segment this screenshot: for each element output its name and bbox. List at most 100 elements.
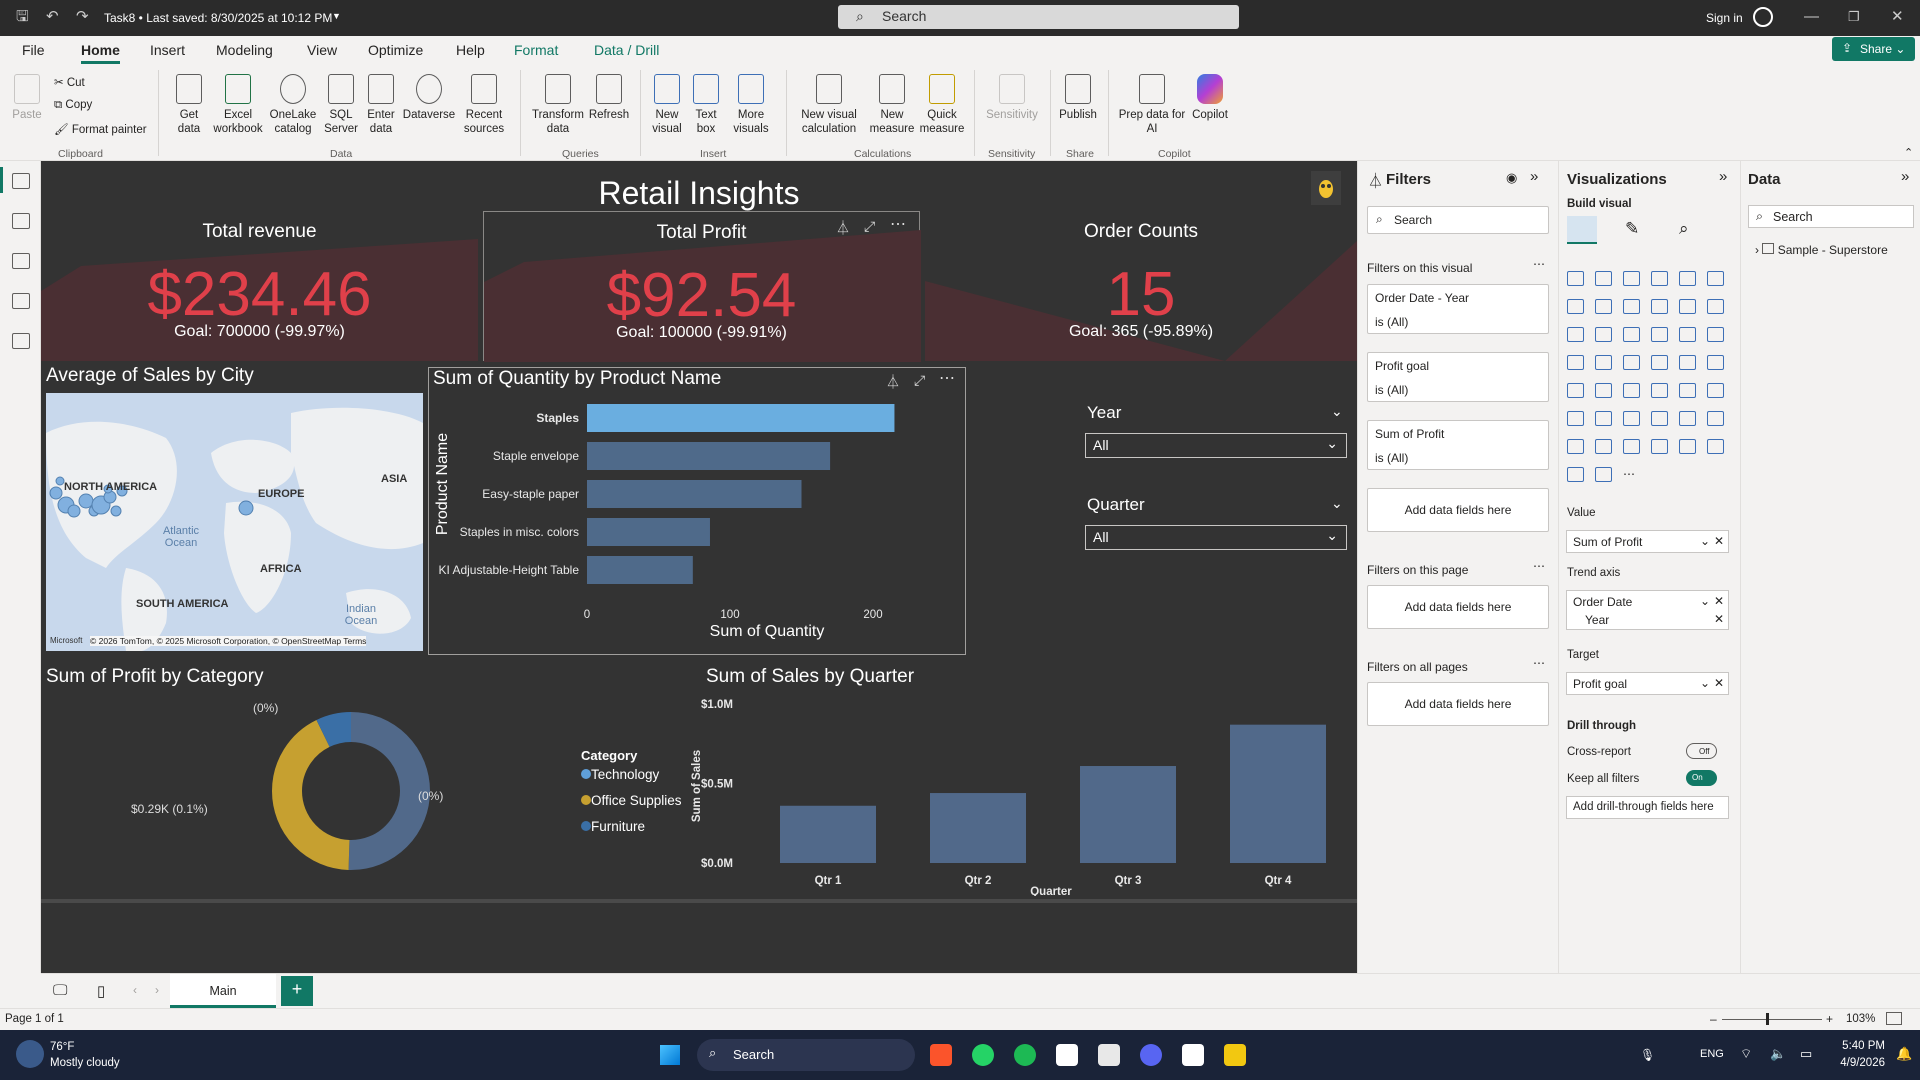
column-chart-svg[interactable]: $1.0M $0.5M $0.0M Qtr 1 Qtr 2 Qtr 3 Qtr 4 Quart… <box>691 696 1351 896</box>
visual-type-icon[interactable] <box>1679 299 1696 314</box>
visual-type-icon[interactable] <box>1679 383 1696 398</box>
chevron-down-icon[interactable]: ⌄ <box>1331 403 1343 419</box>
add-drill-through-fields[interactable]: Add drill-through fields here <box>1566 796 1729 819</box>
add-page-button[interactable]: + <box>281 976 313 1006</box>
discord-icon[interactable] <box>1140 1044 1162 1066</box>
format-painter-button[interactable]: 🖌 Format painter <box>54 122 147 136</box>
visual-type-icon[interactable] <box>1595 299 1612 314</box>
recent-sources-button[interactable]: Recent sources <box>458 74 510 136</box>
data-search-input[interactable]: ⌕ Search <box>1748 205 1914 228</box>
legend-item-furniture[interactable]: Furniture <box>581 819 645 834</box>
add-all-pages-filter-fields[interactable]: Add data fields here <box>1367 682 1549 726</box>
map-visual[interactable]: NORTH AMERICA EUROPE ASIA Atlantic Ocean… <box>46 393 423 651</box>
remove-field-icon[interactable]: ✕ <box>1713 594 1724 608</box>
donut-chart[interactable] <box>261 701 441 881</box>
windows-start-icon[interactable] <box>660 1045 680 1065</box>
table-sample-superstore[interactable]: › Sample - Superstore <box>1755 243 1888 257</box>
more-visuals-icon[interactable]: ⋯ <box>1623 467 1635 481</box>
spotify-icon[interactable] <box>1014 1044 1036 1066</box>
refresh-button[interactable]: Refresh <box>588 74 630 122</box>
chevron-down-icon[interactable]: ⌄ <box>1331 495 1343 511</box>
desktop-layout-icon[interactable]: 🖵 <box>53 982 68 999</box>
more-visuals-button[interactable]: More visuals <box>726 74 776 136</box>
menu-file[interactable]: File <box>22 42 45 58</box>
visual-type-icon[interactable] <box>1623 299 1640 314</box>
visual-type-icon[interactable] <box>1567 355 1584 370</box>
bar[interactable] <box>587 404 895 432</box>
publish-button[interactable]: Publish <box>1056 74 1100 122</box>
visual-type-icon[interactable] <box>1651 299 1668 314</box>
quantity-bar-visual[interactable]: Sum of Quantity by Product Name ⏃ ⤢ ⋯ St… <box>428 367 966 655</box>
close-icon[interactable]: ✕ <box>1891 8 1904 25</box>
save-icon[interactable]: 🖫 <box>16 8 29 25</box>
visual-type-icon[interactable] <box>1623 327 1640 342</box>
enter-data-button[interactable]: Enter data <box>362 74 400 136</box>
visual-type-icon[interactable] <box>1651 411 1668 426</box>
more-options-icon[interactable]: ⋯ <box>1533 656 1545 670</box>
tmdl-view-icon[interactable] <box>12 333 30 349</box>
visual-type-icon[interactable] <box>1651 271 1668 286</box>
global-search-input[interactable]: ⌕ Search <box>838 5 1239 29</box>
visual-type-icon[interactable] <box>1567 467 1584 482</box>
cut-button[interactable]: ✂ Cut <box>54 75 85 89</box>
visual-type-icon[interactable] <box>1707 355 1724 370</box>
map-attribution[interactable]: © 2026 TomTom, © 2025 Microsoft Corporat… <box>90 636 367 646</box>
filter-card-profit-goal[interactable]: Profit goal is (All) <box>1367 352 1549 402</box>
visual-type-icon[interactable] <box>1651 327 1668 342</box>
battery-icon[interactable]: ▭ <box>1800 1046 1813 1061</box>
app-icon[interactable] <box>1098 1044 1120 1066</box>
bar[interactable] <box>587 518 710 546</box>
more-options-icon[interactable]: ⋯ <box>890 216 906 233</box>
filter-icon[interactable]: ⏃ <box>886 374 900 390</box>
visual-type-icon[interactable] <box>1567 383 1584 398</box>
bar[interactable] <box>587 480 802 508</box>
focus-mode-icon[interactable]: ⤢ <box>914 372 926 388</box>
new-visual-calculation-button[interactable]: New visual calculation <box>794 74 864 136</box>
remove-field-icon[interactable]: ✕ <box>1713 534 1724 548</box>
minimize-icon[interactable]: — <box>1804 8 1819 25</box>
paste-button[interactable]: Paste <box>10 74 44 122</box>
filter-icon[interactable]: ⏃ <box>836 220 850 236</box>
collapse-pane-icon[interactable]: » <box>1530 168 1539 185</box>
legend-item-technology[interactable]: Technology <box>581 767 659 782</box>
zoom-in-icon[interactable]: + <box>1826 1012 1834 1026</box>
prep-data-ai-button[interactable]: Prep data for AI <box>1114 74 1190 136</box>
sign-in-link[interactable]: Sign in <box>1706 11 1743 25</box>
column[interactable] <box>1080 766 1176 863</box>
chevron-down-icon[interactable]: ⌄ <box>1699 594 1710 608</box>
visual-type-icon[interactable] <box>1595 467 1612 482</box>
analytics-tab-icon[interactable]: ⌕ <box>1679 219 1689 238</box>
notion-icon[interactable] <box>1182 1044 1204 1066</box>
kpi-card-profit[interactable]: Total Profit $92.54 Goal: 100000 (-99.91… <box>483 211 921 362</box>
remove-field-icon[interactable]: ✕ <box>1713 612 1724 626</box>
wifi-icon[interactable]: ⌔ <box>1740 1046 1753 1061</box>
build-visual-tab-icon[interactable] <box>1567 216 1597 244</box>
report-view-icon[interactable] <box>12 173 30 189</box>
keep-all-filters-toggle[interactable]: On <box>1686 770 1717 786</box>
value-field-well[interactable]: Sum of Profit ⌄ ✕ <box>1566 530 1729 553</box>
undo-icon[interactable]: ↶ <box>46 8 59 25</box>
restore-icon[interactable]: ❐ <box>1848 9 1860 24</box>
sql-server-button[interactable]: SQL Server <box>320 74 362 136</box>
new-measure-button[interactable]: New measure <box>866 74 918 136</box>
copilot-button[interactable]: Copilot <box>1186 74 1234 122</box>
more-options-icon[interactable]: ⋯ <box>1533 559 1545 573</box>
get-data-button[interactable]: Get data <box>168 74 210 136</box>
menu-modeling[interactable]: Modeling <box>216 42 273 58</box>
dax-query-icon[interactable] <box>12 293 30 309</box>
legend-item-office-supplies[interactable]: Office Supplies <box>581 793 682 808</box>
visual-type-icon[interactable] <box>1567 271 1584 286</box>
new-visual-button[interactable]: New visual <box>648 74 686 136</box>
visual-type-icon[interactable] <box>1707 411 1724 426</box>
visual-type-icon[interactable] <box>1679 327 1696 342</box>
collapse-ribbon-icon[interactable]: ⌃ <box>1904 147 1914 159</box>
mic-icon[interactable]: 🎙 <box>1640 1048 1656 1062</box>
visual-type-icon[interactable] <box>1567 327 1584 342</box>
column[interactable] <box>1230 724 1326 863</box>
visual-type-icon[interactable] <box>1567 439 1584 454</box>
text-box-button[interactable]: Text box <box>688 74 724 136</box>
filter-card-sum-of-profit[interactable]: Sum of Profit is (All) <box>1367 420 1549 470</box>
visual-type-icon[interactable] <box>1595 411 1612 426</box>
visual-type-icon[interactable] <box>1623 355 1640 370</box>
column[interactable] <box>780 805 876 863</box>
